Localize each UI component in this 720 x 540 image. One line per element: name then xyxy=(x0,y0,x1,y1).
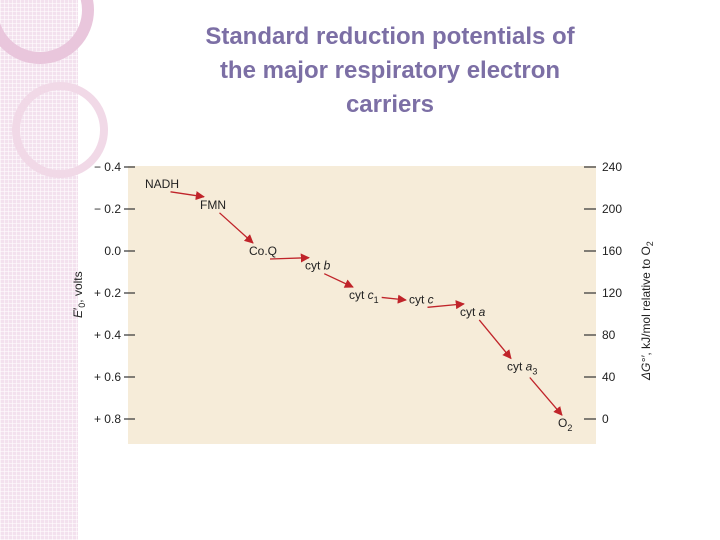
title-line-1: Standard reduction potentials of xyxy=(205,23,575,50)
right-tick-label: 40 xyxy=(602,370,616,384)
left-tick-label: + 0.8 xyxy=(94,412,121,426)
carrier-label: FMN xyxy=(200,198,226,212)
right-tick-label: 0 xyxy=(602,412,609,426)
electron-flow-arrows xyxy=(170,191,563,416)
carrier-label: cyt b xyxy=(305,259,331,273)
right-tick-label: 240 xyxy=(602,160,622,174)
right-axis-title: ΔG°′, kJ/mol relative to O2 xyxy=(639,241,655,381)
electron-flow-arrow xyxy=(427,300,465,310)
electron-flow-arrow xyxy=(381,294,407,304)
left-tick-label: 0.0 xyxy=(104,244,121,258)
carrier-label: NADH xyxy=(145,177,179,191)
carrier-label: cyt c xyxy=(409,292,434,306)
electron-flow-arrow xyxy=(529,377,563,416)
left-tick-label: + 0.2 xyxy=(94,286,121,300)
title-line-2: the major respiratory electron xyxy=(219,57,561,84)
right-tick-label: 200 xyxy=(602,202,622,216)
electron-flow-arrow xyxy=(269,253,310,263)
right-axis: 240 200 160 120 80 40 0 xyxy=(584,160,622,426)
left-tick-label: + 0.4 xyxy=(94,328,121,342)
electron-flow-arrow xyxy=(170,191,205,201)
left-tick-label: − 0.4 xyxy=(94,160,121,174)
carrier-label: O2 xyxy=(558,416,572,433)
slide-title: Standard reduction potentials of the maj… xyxy=(130,20,650,122)
right-tick-label: 80 xyxy=(602,328,616,342)
electron-flow-arrow xyxy=(323,273,354,288)
carrier-label: cyt c1 xyxy=(349,288,379,305)
deco-ring-bottom xyxy=(12,82,108,178)
carrier-label: cyt a3 xyxy=(507,360,537,377)
electron-flow-arrow xyxy=(478,319,512,360)
left-axis-title: E′0, volts xyxy=(71,271,87,318)
left-tick-label: − 0.2 xyxy=(94,202,121,216)
carrier-label: Co.Q xyxy=(249,244,277,258)
title-line-3: carriers xyxy=(345,91,435,118)
decorative-circles xyxy=(0,0,108,178)
carrier-labels: NADH FMN Co.Q cyt b cyt c1 cyt c cyt a cyt a3 O2 xyxy=(145,177,572,433)
carrier-label: cyt a xyxy=(460,305,486,319)
left-tick-label: + 0.6 xyxy=(94,370,121,384)
right-tick-label: 120 xyxy=(602,286,622,300)
chart-panel xyxy=(128,166,596,444)
electron-flow-arrow xyxy=(219,212,254,244)
right-tick-label: 160 xyxy=(602,244,622,258)
left-axis: − 0.4 − 0.2 0.0 + 0.2 + 0.4 + 0.6 + 0.8 xyxy=(94,160,135,426)
deco-ring-top xyxy=(0,0,94,64)
